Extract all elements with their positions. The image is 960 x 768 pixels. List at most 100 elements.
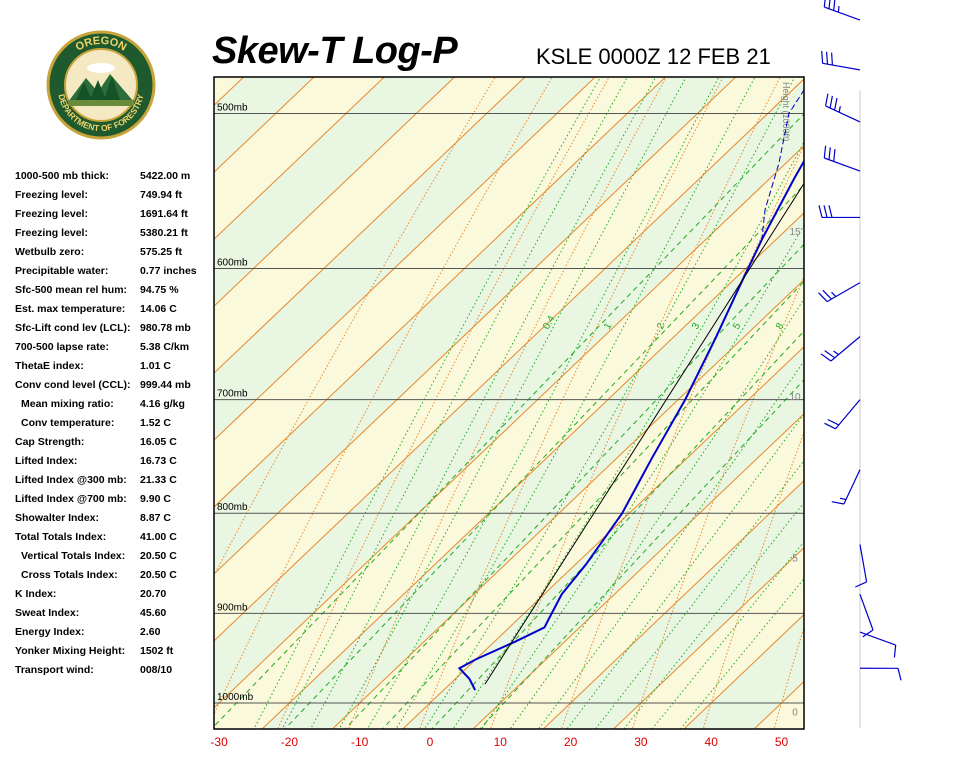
index-label: Cap Strength: bbox=[15, 436, 85, 448]
height-tick-label: 15 bbox=[789, 227, 801, 238]
index-row: Est. max temperature: 14.06 C bbox=[15, 303, 215, 322]
index-row: Transport wind: 008/10 bbox=[15, 664, 215, 683]
index-row: 700-500 lapse rate: 5.38 C/km bbox=[15, 341, 215, 360]
index-value: 1502 ft bbox=[140, 645, 174, 657]
moist-adiabat bbox=[253, 77, 602, 729]
dry-adiabat bbox=[489, 77, 781, 729]
index-value: 980.78 mb bbox=[140, 322, 191, 334]
mixing-ratio-line bbox=[479, 379, 804, 729]
isotherm-line bbox=[214, 77, 456, 307]
index-row: Cap Strength: 16.05 C bbox=[15, 436, 215, 455]
wind-barb bbox=[825, 93, 861, 123]
index-label: Freezing level: bbox=[15, 189, 88, 201]
dry-adiabat bbox=[214, 77, 553, 715]
wind-barb-shape bbox=[855, 544, 868, 588]
index-row: K Index: 20.70 bbox=[15, 588, 215, 607]
index-value: 16.05 C bbox=[140, 436, 177, 448]
wind-barb-shape bbox=[818, 282, 861, 303]
wind-barb bbox=[831, 469, 861, 505]
index-row: Sfc-Lift cond lev (LCL): 980.78 mb bbox=[15, 322, 215, 341]
index-label: Freezing level: bbox=[15, 227, 88, 239]
index-label: Cross Totals Index: bbox=[21, 569, 118, 581]
x-tick-label: 30 bbox=[634, 735, 648, 749]
mixing-ratio-label: 2 bbox=[655, 321, 668, 332]
mixing-ratio-label: 8 bbox=[774, 321, 787, 332]
dry-adiabat bbox=[560, 144, 804, 729]
index-value: 5380.21 ft bbox=[140, 227, 188, 239]
index-label: Lifted Index @300 mb: bbox=[15, 474, 127, 486]
wind-barb bbox=[824, 399, 861, 430]
stability-indices-panel: 1000-500 mb thick: 5422.00 m Freezing leve… bbox=[15, 170, 215, 683]
mixing-ratio-label: 1 bbox=[602, 321, 615, 332]
isotherm-line bbox=[542, 480, 804, 729]
index-label: K Index: bbox=[15, 588, 57, 600]
pressure-label: 500mb bbox=[217, 102, 248, 113]
index-label: Transport wind: bbox=[15, 664, 94, 676]
index-value: 1691.64 ft bbox=[140, 208, 188, 220]
temperature-band bbox=[214, 78, 804, 708]
index-value: 575.25 ft bbox=[140, 246, 183, 258]
index-label: Lifted Index @700 mb: bbox=[15, 493, 127, 505]
index-value: 008/10 bbox=[140, 664, 173, 676]
wind-barb bbox=[820, 336, 861, 362]
wind-barb-shape bbox=[821, 50, 861, 71]
x-tick-label: 50 bbox=[775, 735, 789, 749]
isotherm-line bbox=[683, 613, 804, 729]
index-label: Sfc-Lift cond lev (LCL): bbox=[15, 322, 131, 334]
x-tick-label: -30 bbox=[210, 735, 228, 749]
wind-barb bbox=[818, 205, 861, 219]
temperature-band bbox=[214, 145, 804, 729]
index-row: Precipitable water: 0.77 inches bbox=[15, 265, 215, 284]
isotherm-line bbox=[472, 413, 804, 729]
pressure-label: 800mb bbox=[217, 502, 248, 513]
index-label: Energy Index: bbox=[15, 626, 85, 638]
index-value: 5.38 C/km bbox=[140, 341, 190, 353]
index-value: 5422.00 m bbox=[140, 170, 191, 182]
index-row: Cross Totals Index: 20.50 C bbox=[15, 569, 215, 588]
wind-barb bbox=[818, 282, 861, 303]
moist-adiabat bbox=[423, 77, 796, 729]
isotherm-line bbox=[214, 77, 737, 575]
index-label: 700-500 lapse rate: bbox=[15, 341, 109, 353]
index-label: Lifted Index: bbox=[15, 455, 78, 467]
index-label: Total Totals Index: bbox=[15, 531, 107, 543]
index-label: Yonker Mixing Height: bbox=[15, 645, 126, 657]
x-tick-label: 10 bbox=[494, 735, 508, 749]
index-row: Lifted Index @700 mb: 9.90 C bbox=[15, 493, 215, 512]
moist-adiabat bbox=[537, 360, 804, 729]
wind-barb-shape bbox=[859, 631, 897, 658]
isotherm-line bbox=[331, 279, 804, 729]
index-value: 749.94 ft bbox=[140, 189, 183, 201]
wind-barb-shape bbox=[831, 469, 861, 505]
index-value: 1.01 C bbox=[140, 360, 171, 372]
plot-area: 0.412358200mb300mb400mb500mb600mb700mb80… bbox=[214, 77, 804, 729]
index-value: 1.52 C bbox=[140, 417, 171, 429]
index-value: 14.06 C bbox=[140, 303, 177, 315]
isotherm-line bbox=[612, 546, 804, 729]
index-row: 1000-500 mb thick: 5422.00 m bbox=[15, 170, 215, 189]
moist-adiabat bbox=[338, 77, 687, 729]
wind-barb-shape bbox=[823, 0, 861, 21]
wind-barb-shape bbox=[825, 93, 861, 123]
wind-barb bbox=[855, 544, 868, 588]
pressure-label: 600mb bbox=[217, 258, 248, 269]
parcel-path bbox=[484, 182, 804, 685]
isotherm-line bbox=[214, 145, 804, 709]
index-row: Energy Index: 2.60 bbox=[15, 626, 215, 645]
index-label: ThetaE index: bbox=[15, 360, 84, 372]
pressure-label: 900mb bbox=[217, 602, 248, 613]
index-value: 41.00 C bbox=[140, 531, 177, 543]
index-row: Freezing level: 749.94 ft bbox=[15, 189, 215, 208]
oregon-forestry-logo: OREGON DEPARTMENT OF FORESTRY bbox=[46, 30, 156, 140]
index-label: Conv cond level (CCL): bbox=[15, 379, 131, 391]
x-tick-label: 20 bbox=[564, 735, 578, 749]
index-row: Yonker Mixing Height: 1502 ft bbox=[15, 645, 215, 664]
mixing-ratio-label: 5 bbox=[731, 321, 744, 332]
index-value: 8.87 C bbox=[140, 512, 171, 524]
height-tick-label: 0 bbox=[792, 707, 798, 718]
x-tick-label: 0 bbox=[427, 735, 434, 749]
index-row: Lifted Index: 16.73 C bbox=[15, 455, 215, 474]
isotherm-line bbox=[214, 77, 386, 240]
